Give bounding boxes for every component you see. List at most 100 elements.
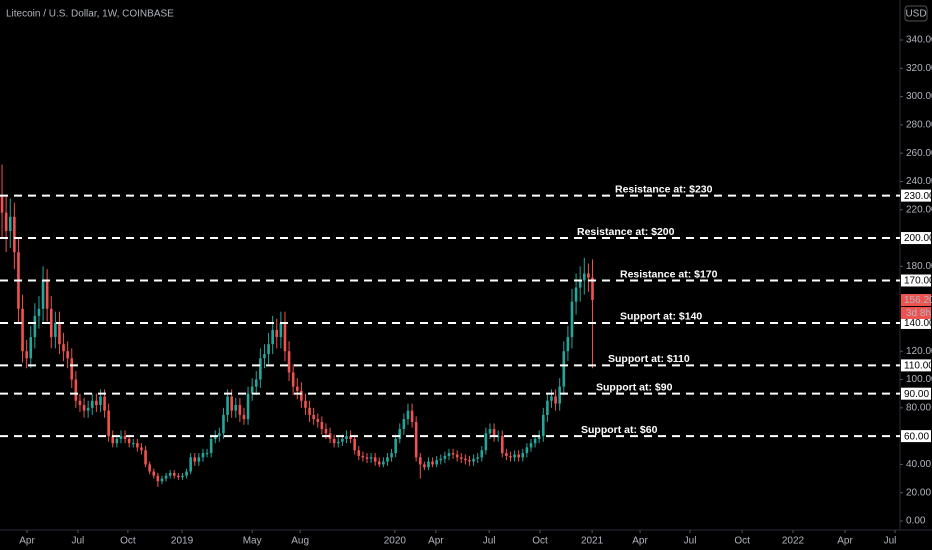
candle-body — [33, 315, 37, 338]
candle-body — [418, 457, 422, 465]
candle-body — [136, 443, 139, 448]
candle-body — [386, 457, 389, 462]
x-tick-label: Jul — [884, 536, 897, 547]
candle-body — [533, 438, 537, 444]
candle-body — [103, 396, 106, 411]
y-tick-label: 20.00 — [906, 487, 931, 498]
y-tick-label: 280.00 — [906, 120, 932, 131]
candle-body — [320, 421, 324, 430]
x-tick-label: 2019 — [171, 536, 194, 547]
x-tick-label: Apr — [19, 536, 35, 547]
candle-body — [230, 396, 233, 411]
level-box — [901, 430, 931, 443]
candle-body — [550, 396, 553, 401]
candle-body — [263, 354, 266, 359]
candle-body — [353, 438, 356, 451]
candle-body — [250, 386, 254, 394]
candle-body — [140, 447, 143, 451]
level-box — [901, 232, 931, 245]
candle-body — [148, 464, 151, 472]
candle-body — [152, 471, 156, 476]
candle-body — [291, 372, 295, 387]
candle-body — [480, 450, 484, 458]
candle-body — [82, 404, 86, 411]
countdown-label: 3d 8h — [906, 308, 931, 319]
candle-body — [4, 212, 8, 231]
candle-body — [570, 301, 574, 338]
level-annotation: Support at: $90 — [596, 381, 673, 393]
candle-body — [587, 273, 590, 278]
candle-body — [295, 386, 299, 391]
level-box-label: 60.00 — [904, 431, 929, 442]
y-tick-label: 80.00 — [906, 402, 931, 413]
candle-body — [345, 436, 348, 439]
level-annotation: Support at: $140 — [620, 311, 702, 323]
candle-body — [439, 458, 443, 461]
candle-body — [316, 419, 320, 422]
candle-body — [37, 308, 41, 316]
candle-body — [49, 308, 53, 338]
y-tick-label: 320.00 — [906, 63, 932, 74]
x-tick-label: Oct — [120, 536, 136, 547]
currency-label[interactable]: USD — [905, 9, 926, 20]
candle-body — [377, 461, 381, 465]
candle-body — [226, 396, 229, 415]
candle-body — [99, 396, 102, 405]
level-annotation: Resistance at: $200 — [577, 226, 675, 238]
candle-body — [521, 453, 525, 458]
candle-body — [78, 400, 82, 405]
level-box-label: 140.00 — [904, 318, 932, 329]
level-box — [901, 359, 931, 372]
candle-body — [582, 273, 586, 281]
candle-body — [591, 277, 594, 301]
candle-body — [144, 450, 147, 465]
candle-body — [107, 410, 110, 437]
level-box-label: 200.00 — [904, 233, 932, 244]
candle-body — [172, 472, 176, 476]
candle-body — [558, 386, 561, 404]
candle-body — [25, 351, 28, 359]
candle-body — [402, 419, 406, 430]
candle-body — [361, 455, 365, 458]
candle-body — [578, 280, 582, 288]
candle-body — [209, 438, 213, 454]
level-box — [901, 316, 931, 329]
candle-body — [123, 436, 127, 439]
candle-body — [222, 414, 225, 434]
candle-body — [74, 379, 78, 401]
candle-body — [181, 475, 184, 478]
candle-body — [218, 433, 221, 437]
candle-body — [66, 351, 69, 359]
x-tick-label: Oct — [734, 536, 750, 547]
currency-button[interactable] — [904, 5, 928, 22]
candle-body — [476, 457, 479, 459]
candle-body — [435, 460, 438, 465]
x-tick-label: 2020 — [384, 536, 407, 547]
candle-body — [115, 438, 119, 444]
y-tick-label: 0.00 — [906, 516, 926, 527]
candle-body — [517, 454, 520, 458]
candle-body — [365, 457, 369, 459]
candle-body — [197, 457, 201, 462]
level-box — [901, 189, 931, 202]
candle-body — [341, 438, 344, 442]
candle-body — [455, 454, 459, 458]
candle-body — [283, 322, 287, 352]
y-tick-label: 340.00 — [906, 35, 932, 46]
candle-body — [398, 429, 402, 439]
countdown-box — [901, 307, 931, 320]
candle-body — [529, 443, 533, 448]
candle-body — [279, 322, 283, 338]
candle-body — [160, 478, 164, 482]
y-tick-label: 220.00 — [906, 204, 932, 215]
candle-body — [525, 447, 529, 454]
candle-body — [414, 421, 418, 458]
candle-body — [156, 475, 160, 482]
level-box — [901, 387, 931, 400]
candle-body — [308, 407, 311, 415]
level-annotation: Support at: $60 — [581, 424, 658, 436]
chart-title: Litecoin / U.S. Dollar, 1W, COINBASE — [6, 9, 174, 20]
candle-body — [312, 414, 315, 420]
candle-body — [488, 429, 492, 434]
